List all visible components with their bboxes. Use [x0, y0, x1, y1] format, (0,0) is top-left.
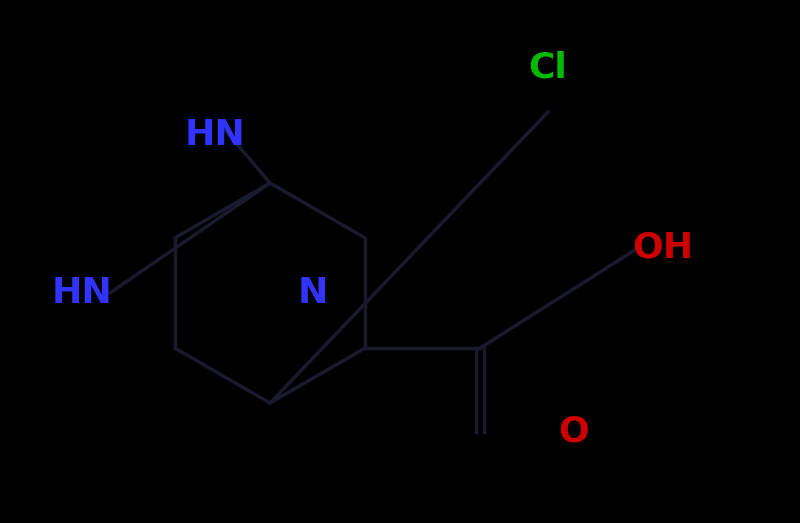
- Text: Cl: Cl: [528, 51, 566, 85]
- Text: HN: HN: [185, 118, 246, 152]
- Text: O: O: [558, 415, 589, 449]
- Text: HN: HN: [52, 276, 113, 310]
- Text: OH: OH: [632, 231, 693, 265]
- Text: N: N: [298, 276, 328, 310]
